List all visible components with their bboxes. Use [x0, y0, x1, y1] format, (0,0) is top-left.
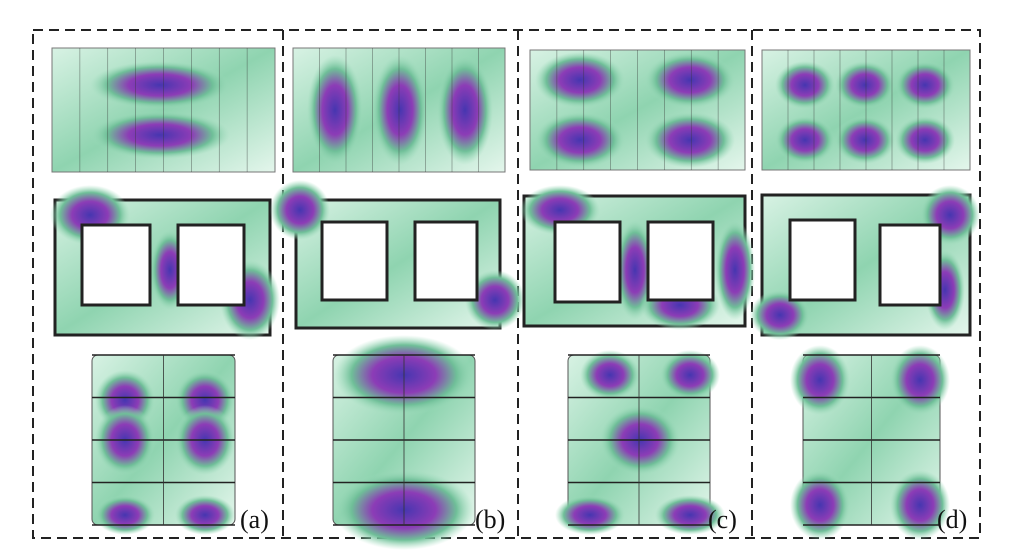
- mode-lobe: [775, 116, 835, 164]
- window: [788, 218, 857, 302]
- mode-lobe: [890, 470, 950, 540]
- mode-lobe: [645, 112, 735, 168]
- mode-lobe: [90, 61, 230, 109]
- window: [320, 220, 389, 302]
- window: [646, 220, 715, 302]
- mode-lobe: [580, 350, 640, 400]
- panel-label: (d): [937, 505, 967, 534]
- outer-frame: [32, 29, 981, 539]
- panel-label: (b): [475, 505, 505, 534]
- mode-lobe: [895, 116, 955, 164]
- mode-lobe: [715, 220, 755, 320]
- mode-lobe: [175, 495, 235, 535]
- mode-lobe: [535, 112, 625, 168]
- mode-lobe: [775, 61, 835, 109]
- panel-label: (c): [708, 505, 737, 534]
- mode-lobe: [750, 290, 810, 340]
- mode-lobe: [835, 61, 895, 109]
- mode-lobe: [307, 55, 363, 165]
- panel-label: (a): [240, 505, 269, 534]
- window: [176, 223, 246, 307]
- window: [553, 220, 622, 304]
- mode-lobe: [790, 470, 850, 540]
- mode-lobe: [372, 55, 428, 165]
- window: [878, 223, 942, 307]
- window: [413, 220, 479, 302]
- mode-lobe: [645, 52, 735, 108]
- mode-lobe: [555, 495, 625, 535]
- mode-lobe: [437, 55, 493, 165]
- mode-lobe: [95, 495, 155, 535]
- mode-lobe: [535, 52, 625, 108]
- mode-lobe: [270, 180, 330, 240]
- mode-lobe: [895, 61, 955, 109]
- mode-lobe: [835, 116, 895, 164]
- window: [80, 223, 152, 307]
- mode-lobe: [465, 270, 525, 330]
- mode-lobe: [660, 350, 720, 400]
- mode-lobe: [90, 111, 230, 159]
